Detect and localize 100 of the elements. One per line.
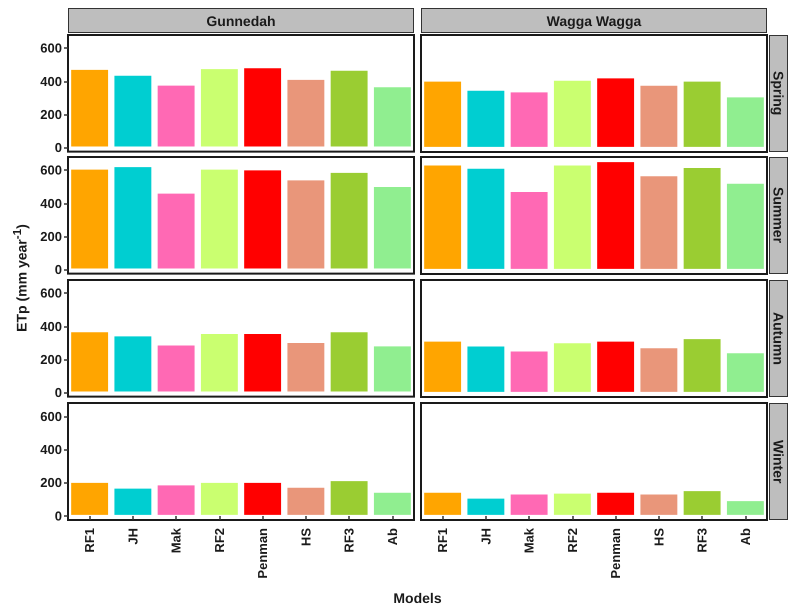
bar [466,346,506,393]
bar [682,80,722,148]
x-tick-label: Penman [608,528,624,579]
bar [113,74,152,148]
bar [286,342,326,392]
bar [330,172,369,270]
bar [726,352,765,393]
bar [372,345,412,392]
bar [330,331,369,392]
bar [286,486,326,516]
x-tick-label: RF3 [342,528,357,553]
bar [552,342,592,393]
bar [726,500,765,516]
bar [113,488,152,516]
bar [156,192,196,270]
x-tick-label: RF2 [564,528,580,553]
bar [156,84,196,148]
bar [682,490,722,516]
bar [243,482,282,516]
bar [243,332,282,392]
bar [466,498,506,516]
bar [510,493,549,516]
bar [330,480,369,516]
bar [423,492,462,516]
x-tick-label: Mak [522,527,537,554]
y-tick-label: 0 [54,508,62,524]
bar [70,331,110,392]
y-tick-label: 0 [54,262,62,277]
bar [466,168,506,270]
bar [639,493,678,516]
bar [372,492,412,516]
x-tick-label: RF1 [435,528,450,553]
x-tick-label: Ab [384,528,400,546]
bar [243,169,282,270]
y-tick-label: 200 [40,228,62,244]
y-tick-label: 400 [40,74,62,89]
y-tick-label: 200 [40,106,62,122]
bar [510,191,549,270]
bar [596,340,636,393]
y-tick-label: 400 [40,318,62,334]
bar [423,80,462,148]
bar [639,175,678,270]
bar [70,68,110,148]
bar [70,482,110,516]
x-tick-label: RF2 [212,528,227,553]
bar [726,96,765,148]
y-tick-label: 0 [54,140,62,155]
x-tick-label: RF1 [82,528,98,553]
text: Autumn [770,312,786,365]
bar [726,182,765,270]
bar [552,492,592,516]
bar [596,161,636,270]
text: Summer [770,187,786,244]
bar [639,347,678,393]
text: Winter [770,440,786,484]
y-tick-label: 600 [40,408,62,424]
bar [200,482,239,516]
y-tick-label: 400 [40,196,62,211]
bar [682,166,722,270]
bar [510,350,549,393]
bar [156,344,196,392]
bar [200,168,239,270]
bar [510,91,549,148]
x-tick-label: Mak [168,527,184,554]
y-tick-label: 0 [54,385,62,400]
y-tick-label: 200 [40,352,62,367]
bar [423,164,462,270]
bar [552,164,592,270]
bar [286,78,326,148]
bar [113,335,152,392]
x-tick-label: HS [651,528,666,546]
y-tick-label: 600 [40,162,62,178]
bar [70,168,110,270]
bar [466,90,506,148]
y-tick-label: 600 [40,40,62,56]
bar [372,86,412,148]
bar [156,484,196,516]
bar [330,70,369,148]
x-tick-label: RF3 [694,528,710,553]
x-tick-label: HS [298,528,314,546]
bar [596,492,636,516]
y-tick-label: 400 [40,442,62,457]
bar [243,67,282,148]
x-tick-label: Penman [255,528,270,579]
x-tick-label: JH [478,528,494,545]
chart-title: Wagga Wagga [421,8,767,33]
x-tick-label: Ab [738,528,753,546]
text: Spring [770,71,786,116]
bar [113,166,152,270]
y-tick-label: 200 [40,475,62,490]
bar [423,340,462,393]
y-tick-label: 600 [40,286,62,301]
bar [639,84,678,148]
bar [552,80,592,148]
bar [200,332,239,392]
bar [200,68,239,148]
bar [682,338,722,393]
x-axis-title: Models [392,590,443,606]
chart-title: Gunnedah [68,8,414,33]
bar [596,77,636,148]
